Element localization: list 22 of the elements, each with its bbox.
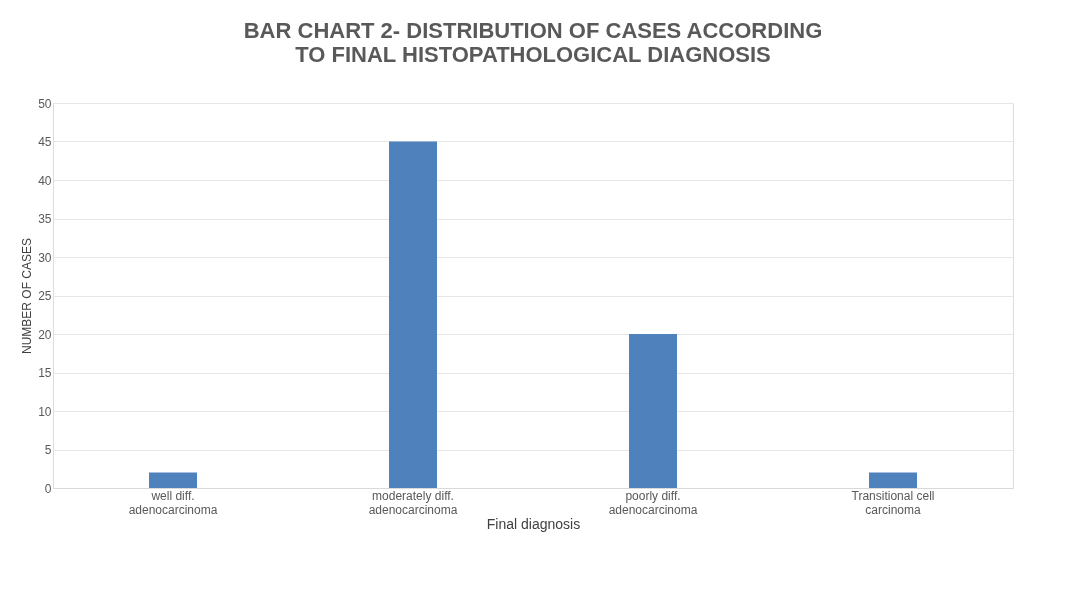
chart-title: BAR CHART 2- DISTRIBUTION OF CASES ACCORDING TO FINAL HISTOPATHOLOGICAL DIAGNOSIS [243, 18, 823, 67]
y-tick-label: 30 [38, 250, 52, 265]
y-tick-label: 35 [38, 212, 52, 226]
x-tick-label: Transitional cell carcinoma [851, 488, 935, 517]
x-tick-label: poorly diff. adenocarcinoma [608, 488, 698, 517]
y-tick-label: 40 [38, 173, 52, 188]
y-tick-label: 45 [38, 135, 52, 149]
x-axis-title: Final diagnosis [486, 515, 581, 532]
y-tick-label: 5 [44, 443, 52, 457]
bar [149, 472, 197, 488]
y-tick-label: 25 [38, 289, 52, 303]
bar [389, 141, 437, 488]
x-tick-label: moderately diff. adenocarcinoma [368, 488, 458, 517]
y-tick-label: 50 [38, 96, 52, 111]
x-tick-label: well diff. adenocarcinoma [128, 488, 218, 517]
y-axis-title: NUMBER OF CASES [20, 237, 35, 355]
bar [869, 472, 917, 488]
y-tick-label: 20 [38, 327, 52, 342]
y-tick-label: 10 [38, 404, 52, 419]
bar [629, 334, 677, 488]
y-tick-label: 0 [44, 481, 52, 496]
y-tick-label: 15 [38, 366, 52, 380]
